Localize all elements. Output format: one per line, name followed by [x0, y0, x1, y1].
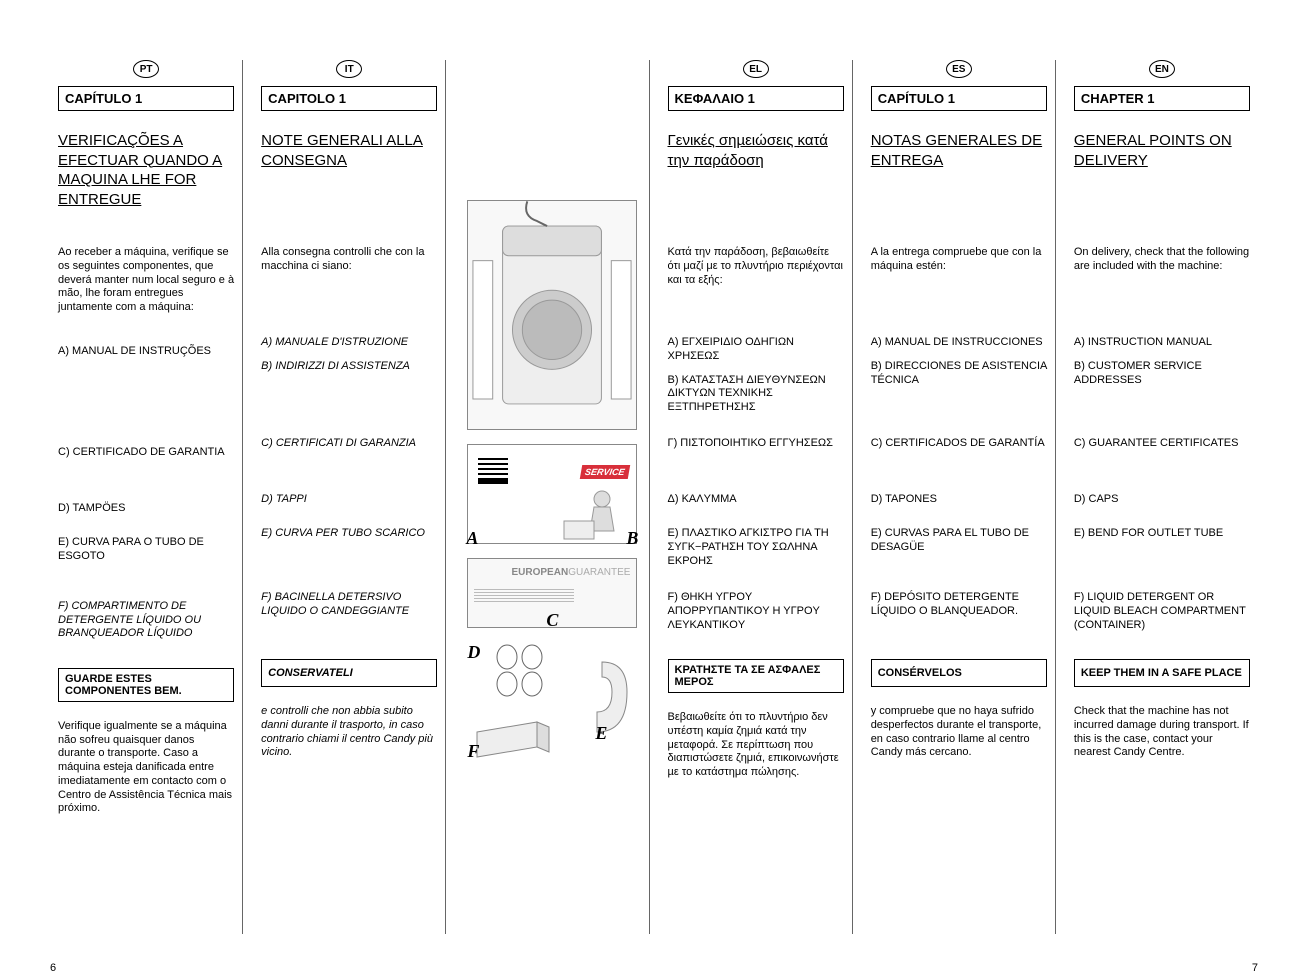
item-b-it: B) INDIRIZZI DI ASSISTENZA: [261, 360, 437, 374]
item-c-it: C) CERTIFICATI DI GARANZIA: [261, 437, 437, 487]
section-title-it: NOTE GENERALI ALLA CONSEGNA: [261, 131, 437, 211]
label-c: C: [546, 610, 558, 631]
item-e-it: E) CURVA PER TUBO SCARICO: [261, 527, 437, 585]
item-ab-it: A) MANUALE D'ISTRUZIONE B) INDIRIZZI DI …: [261, 336, 437, 431]
item-d-pt: D) TAMPÖES: [58, 502, 234, 530]
items-es: A) MANUAL DE INSTRUCCIONES B) DIRECCIONE…: [871, 336, 1047, 657]
item-f-en: F) LIQUID DETERGENT OR LIQUID BLEACH COM…: [1074, 591, 1250, 651]
item-d-it: D) TAPPI: [261, 493, 437, 521]
items-en: A) INSTRUCTION MANUAL B) CUSTOMER SERVIC…: [1074, 336, 1250, 657]
items-it: A) MANUALE D'ISTRUZIONE B) INDIRIZZI DI …: [261, 336, 437, 657]
item-d-el: Δ) KAΛYMMA: [668, 493, 844, 521]
items-el: Α) ΕΓΧΕΙΡΙΔΙΟ ΟΔΗΓΙΩΝ ΧΡΗΣΕΩΣ Β) KATAΣTA…: [668, 336, 844, 657]
column-it: IT CAPITOLO 1 NOTE GENERALI ALLA CONSEGN…: [253, 60, 446, 934]
footer-en: Check that the machine has not incurred …: [1074, 705, 1250, 760]
item-d-en: D) CAPS: [1074, 493, 1250, 521]
item-b-el: Β) KATAΣTAΣH ΔIEYΘYNΣEΩN ΔIKTYΩN TEXNIKH…: [668, 374, 844, 415]
label-b: B: [626, 528, 638, 549]
service-label: SERVICE: [580, 465, 630, 479]
item-c-pt: C) CERTIFICADO DE GARANTIA: [58, 446, 234, 496]
item-b-en: B) CUSTOMER SERVICE ADDRESSES: [1074, 360, 1250, 388]
intro-en: On delivery, check that the following ar…: [1074, 246, 1250, 306]
item-d-es: D) TAPONES: [871, 493, 1047, 521]
lang-badge-el: EL: [743, 60, 769, 78]
intro-es: A la entrega compruebe que con la máquin…: [871, 246, 1047, 306]
keep-box-en: KEEP THEM IN A SAFE PLACE: [1074, 659, 1250, 687]
item-b-es: B) DIRECCIONES DE ASISTENCIA TÉCNICA: [871, 360, 1047, 388]
intro-el: Κατά την παράδoση, βεβαιωθείτε ότι μαζί …: [668, 246, 844, 306]
item-ab-es: A) MANUAL DE INSTRUCCIONES B) DIRECCIONE…: [871, 336, 1047, 431]
section-title-en: GENERAL POINTS ON DELIVERY: [1074, 131, 1250, 211]
chapter-title-it: CAPITOLO 1: [261, 86, 437, 111]
label-d: D: [467, 642, 480, 663]
washing-machine-illustration: [467, 200, 637, 430]
item-c-es: C) CERTIFICADOS DE GARANTÍA: [871, 437, 1047, 487]
keep-box-pt: GUARDE ESTES COMPONENTES BEM.: [58, 668, 234, 702]
label-e: E: [595, 723, 607, 744]
guarantee-card-illustration: EUROPEANGUARANTEE C: [467, 558, 637, 628]
guarantee-word: GUARANTEE: [568, 567, 630, 578]
lang-badge-pt: PT: [133, 60, 159, 78]
item-e-en: E) BEND FOR OUTLET TUBE: [1074, 527, 1250, 585]
item-a-it: A) MANUALE D'ISTRUZIONE: [261, 336, 437, 350]
item-f-es: F) DEPÓSITO DETERGENTE LÍQUIDO O BLANQUE…: [871, 591, 1047, 651]
item-f-pt: F) COMPARTIMENTO DE DETERGENTE LÍQUIDO O…: [58, 600, 234, 660]
items-pt: A) MANUAL DE INSTRUÇÕES C) CERTIFICADO D…: [58, 345, 234, 666]
keep-box-el: KPATHΣTE TA ΣE AΣΦAΛEΣ MEPOΣ: [668, 659, 844, 693]
label-f: F: [467, 741, 479, 762]
parts-illustration: D E F: [467, 642, 637, 762]
manual-spread: PT CAPÍTULO 1 VERIFICAÇÕES A EFECTUAR QU…: [50, 60, 1258, 934]
section-title-el: Γενικές σηµειώσεις κατά την παράδoση: [668, 131, 844, 211]
keep-box-es: CONSÉRVELOS: [871, 659, 1047, 687]
column-es: ES CAPÍTULO 1 NOTAS GENERALES DE ENTREGA…: [863, 60, 1056, 934]
item-e-el: Ε) ΠΛAΣTIKO AΓKIΣTPO ΓIA TH ΣYΓK−PATHΣH …: [668, 527, 844, 585]
item-a-es: A) MANUAL DE INSTRUCCIONES: [871, 336, 1047, 350]
item-f-it: F) BACINELLA DETERSIVO LIQUIDO O CANDEGG…: [261, 591, 437, 651]
column-pt: PT CAPÍTULO 1 VERIFICAÇÕES A EFECTUAR QU…: [50, 60, 243, 934]
footer-es: y compruebe que no haya sufrido desperfe…: [871, 705, 1047, 760]
service-booklet-illustration: SERVICE A B: [467, 444, 637, 544]
column-el: EL KΕΦΑΛΑΙΟ 1 Γενικές σηµειώσεις κατά τη…: [660, 60, 853, 934]
chapter-title-en: CHAPTER 1: [1074, 86, 1250, 111]
footer-it: e controlli che non abbia subito danni d…: [261, 705, 437, 760]
lang-badge-it: IT: [336, 60, 362, 78]
label-a: A: [466, 528, 478, 549]
footer-pt: Verifique igualmente se a máquina não so…: [58, 720, 234, 816]
guarantee-brand: EUROPEAN: [512, 567, 569, 578]
lang-badge-es: ES: [946, 60, 972, 78]
page-number-left: 6: [50, 962, 56, 974]
item-ab-el: Α) ΕΓΧΕΙΡΙΔΙΟ ΟΔΗΓΙΩΝ ΧΡΗΣΕΩΣ Β) KATAΣTA…: [668, 336, 844, 431]
lang-badge-en: EN: [1149, 60, 1175, 78]
item-a-el: Α) ΕΓΧΕΙΡΙΔΙΟ ΟΔΗΓΙΩΝ ΧΡΗΣΕΩΣ: [668, 336, 844, 364]
section-title-es: NOTAS GENERALES DE ENTREGA: [871, 131, 1047, 211]
chapter-title-el: KΕΦΑΛΑΙΟ 1: [668, 86, 844, 111]
page-number-right: 7: [1252, 962, 1258, 974]
column-en: EN CHAPTER 1 GENERAL POINTS ON DELIVERY …: [1066, 60, 1258, 934]
chapter-title-pt: CAPÍTULO 1: [58, 86, 234, 111]
item-f-el: F) ΘHKH YΓPOY AΠOPPYΠANTIKOY H YΓPOY ΛEY…: [668, 591, 844, 651]
keep-box-it: CONSERVATELI: [261, 659, 437, 687]
column-illustrations: SERVICE A B EUROPEANGUARANTEE C: [456, 60, 649, 934]
item-a-en: A) INSTRUCTION MANUAL: [1074, 336, 1250, 350]
intro-it: Alla consegna controlli che con la macch…: [261, 246, 437, 306]
chapter-title-es: CAPÍTULO 1: [871, 86, 1047, 111]
item-a-pt: A) MANUAL DE INSTRUÇÕES: [58, 345, 234, 440]
intro-pt: Ao receber a máquina, verifique se os se…: [58, 246, 234, 315]
item-ab-en: A) INSTRUCTION MANUAL B) CUSTOMER SERVIC…: [1074, 336, 1250, 431]
item-c-el: Γ) ΠΙΣΤΟΠΟΙΗΤΙΚΟ ΕΓΓΥΗΣΕΩΣ: [668, 437, 844, 487]
item-e-es: E) CURVAS PARA EL TUBO DE DESAGÜE: [871, 527, 1047, 585]
footer-el: Bεβαιωθείτε ότι τo πλυντήριo δεν υπέστη …: [668, 711, 844, 780]
item-c-en: C) GUARANTEE CERTIFICATES: [1074, 437, 1250, 487]
item-e-pt: E) CURVA PARA O TUBO DE ESGOTO: [58, 536, 234, 594]
section-title-pt: VERIFICAÇÕES A EFECTUAR QUANDO A MAQUINA…: [58, 131, 234, 211]
